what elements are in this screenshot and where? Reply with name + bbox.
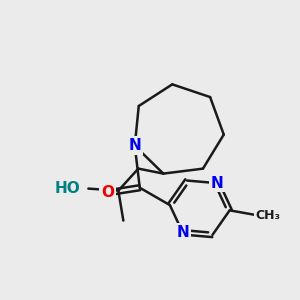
Text: CH₃: CH₃	[255, 209, 280, 222]
Text: O: O	[101, 185, 114, 200]
Text: N: N	[211, 176, 224, 191]
Text: HO: HO	[55, 181, 80, 196]
Text: N: N	[128, 138, 141, 153]
Text: N: N	[176, 225, 189, 240]
